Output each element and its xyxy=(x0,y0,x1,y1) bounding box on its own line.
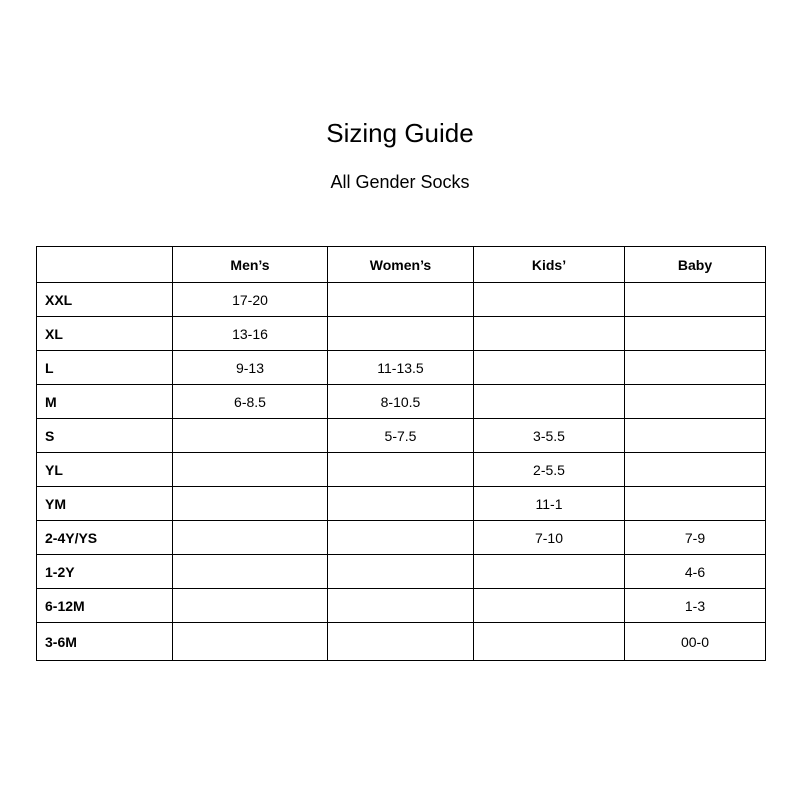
table-row: YM 11-1 xyxy=(36,486,766,521)
cell-womens xyxy=(327,486,474,521)
table-row: 2-4Y/YS 7-10 7-9 xyxy=(36,520,766,555)
cell-womens xyxy=(327,316,474,351)
table-body: XXL 17-20 XL 13-16 L 9-13 11-13.5 M 6-8.5 8-10.5 S… xyxy=(36,282,766,661)
size-label: L xyxy=(36,350,173,385)
cell-kids xyxy=(473,282,625,317)
cell-kids xyxy=(473,384,625,419)
cell-mens: 6-8.5 xyxy=(172,384,328,419)
cell-baby xyxy=(624,486,766,521)
cell-womens xyxy=(327,520,474,555)
size-label: XL xyxy=(36,316,173,351)
table-row: 6-12M 1-3 xyxy=(36,588,766,623)
cell-kids xyxy=(473,350,625,385)
cell-mens xyxy=(172,418,328,453)
size-label: 1-2Y xyxy=(36,554,173,589)
column-header-baby: Baby xyxy=(624,246,766,283)
cell-womens xyxy=(327,554,474,589)
cell-mens xyxy=(172,452,328,487)
cell-mens xyxy=(172,520,328,555)
cell-mens xyxy=(172,588,328,623)
cell-baby: 00-0 xyxy=(624,622,766,661)
table-row: XL 13-16 xyxy=(36,316,766,351)
cell-mens xyxy=(172,622,328,661)
cell-mens: 17-20 xyxy=(172,282,328,317)
cell-kids: 11-1 xyxy=(473,486,625,521)
cell-baby xyxy=(624,350,766,385)
table-row: 3-6M 00-0 xyxy=(36,622,766,661)
sizing-table: Men’s Women’s Kids’ Baby XXL 17-20 XL 13-16 L 9-… xyxy=(36,246,766,661)
cell-mens: 9-13 xyxy=(172,350,328,385)
table-row: M 6-8.5 8-10.5 xyxy=(36,384,766,419)
cell-kids xyxy=(473,588,625,623)
column-header-size xyxy=(36,246,173,283)
table-row: L 9-13 11-13.5 xyxy=(36,350,766,385)
cell-baby: 4-6 xyxy=(624,554,766,589)
cell-kids xyxy=(473,554,625,589)
table-row: XXL 17-20 xyxy=(36,282,766,317)
size-label: M xyxy=(36,384,173,419)
cell-baby: 1-3 xyxy=(624,588,766,623)
cell-womens: 8-10.5 xyxy=(327,384,474,419)
cell-baby xyxy=(624,418,766,453)
cell-baby xyxy=(624,384,766,419)
size-label: 3-6M xyxy=(36,622,173,661)
table-header-row: Men’s Women’s Kids’ Baby xyxy=(36,246,766,283)
size-label: YM xyxy=(36,486,173,521)
size-label: XXL xyxy=(36,282,173,317)
cell-baby: 7-9 xyxy=(624,520,766,555)
cell-kids: 2-5.5 xyxy=(473,452,625,487)
table-row: S 5-7.5 3-5.5 xyxy=(36,418,766,453)
cell-womens xyxy=(327,588,474,623)
cell-kids xyxy=(473,316,625,351)
cell-womens xyxy=(327,452,474,487)
table-row: YL 2-5.5 xyxy=(36,452,766,487)
page-title: Sizing Guide xyxy=(326,118,474,148)
cell-baby xyxy=(624,316,766,351)
column-header-mens: Men’s xyxy=(172,246,328,283)
cell-womens xyxy=(327,622,474,661)
cell-womens: 5-7.5 xyxy=(327,418,474,453)
column-header-kids: Kids’ xyxy=(473,246,625,283)
size-label: 6-12M xyxy=(36,588,173,623)
cell-baby xyxy=(624,282,766,317)
cell-kids: 7-10 xyxy=(473,520,625,555)
page-subtitle: All Gender Socks xyxy=(330,172,470,192)
cell-kids: 3-5.5 xyxy=(473,418,625,453)
column-header-womens: Women’s xyxy=(327,246,474,283)
cell-mens xyxy=(172,554,328,589)
size-label: YL xyxy=(36,452,173,487)
cell-baby xyxy=(624,452,766,487)
table-row: 1-2Y 4-6 xyxy=(36,554,766,589)
size-label: 2-4Y/YS xyxy=(36,520,173,555)
cell-mens: 13-16 xyxy=(172,316,328,351)
cell-kids xyxy=(473,622,625,661)
cell-womens: 11-13.5 xyxy=(327,350,474,385)
cell-mens xyxy=(172,486,328,521)
size-label: S xyxy=(36,418,173,453)
cell-womens xyxy=(327,282,474,317)
